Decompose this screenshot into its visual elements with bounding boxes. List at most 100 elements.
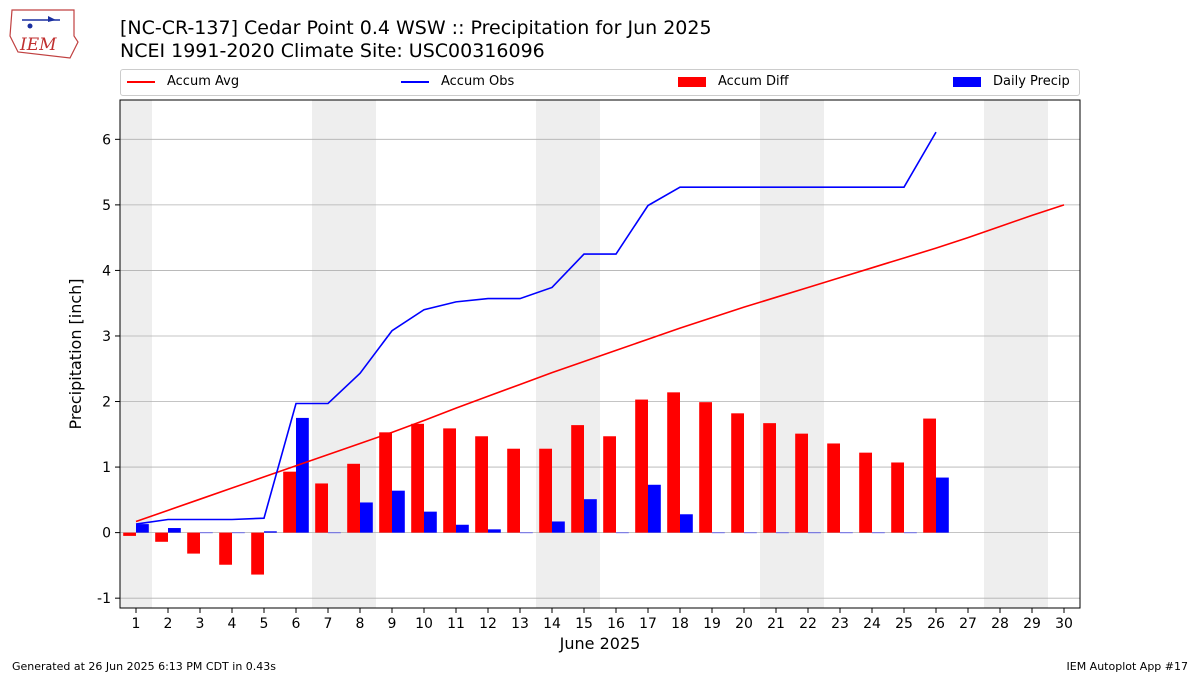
legend-label-accum-obs: Accum Obs bbox=[441, 74, 515, 89]
accum-diff-bar bbox=[667, 392, 680, 533]
x-tick-label: 18 bbox=[671, 616, 689, 632]
daily-precip-bar bbox=[296, 417, 309, 533]
x-tick-label: 3 bbox=[196, 616, 205, 632]
x-tick-label: 5 bbox=[260, 616, 269, 632]
accum-diff-bar bbox=[155, 532, 168, 542]
accum-diff-bar bbox=[251, 532, 264, 575]
y-tick-label: 2 bbox=[102, 395, 111, 411]
x-tick-label: 7 bbox=[324, 616, 333, 632]
footer-app: IEM Autoplot App #17 bbox=[1066, 660, 1189, 673]
footer-generated: Generated at 26 Jun 2025 6:13 PM CDT in … bbox=[12, 660, 277, 673]
x-tick-label: 30 bbox=[1055, 616, 1073, 632]
accum-diff-bar bbox=[827, 443, 840, 533]
y-tick-label: -1 bbox=[97, 591, 111, 607]
accum-diff-bar bbox=[347, 463, 360, 533]
x-tick-label: 8 bbox=[356, 616, 365, 632]
logo-text: IEM bbox=[19, 35, 57, 55]
x-tick-label: 4 bbox=[228, 616, 237, 632]
daily-precip-bar bbox=[456, 524, 469, 533]
x-tick-label: 24 bbox=[863, 616, 881, 632]
legend: Accum Avg Accum Obs Accum Diff Daily Pre… bbox=[120, 69, 1080, 96]
y-tick-label: 0 bbox=[102, 526, 111, 542]
x-tick-label: 11 bbox=[447, 616, 465, 632]
daily-precip-bar bbox=[392, 490, 405, 533]
accum-diff-bar bbox=[635, 399, 648, 533]
legend-item-daily-precip: Daily Precip bbox=[953, 74, 1070, 89]
accum-diff-bar bbox=[443, 428, 456, 533]
accum-diff-bar bbox=[123, 532, 136, 536]
accum-diff-bar bbox=[315, 483, 328, 533]
daily-precip-bar bbox=[840, 532, 853, 534]
accum-diff-bar bbox=[859, 452, 872, 533]
x-tick-label: 15 bbox=[575, 616, 593, 632]
daily-precip-bar bbox=[776, 532, 789, 534]
x-tick-label: 12 bbox=[479, 616, 497, 632]
daily-precip-bar bbox=[904, 532, 917, 534]
accum-diff-bar bbox=[539, 448, 552, 533]
daily-precip-bar bbox=[808, 532, 821, 534]
accum-diff-bar bbox=[731, 413, 744, 533]
x-tick-label: 29 bbox=[1023, 616, 1041, 632]
accum-diff-bar bbox=[891, 462, 904, 533]
x-tick-label: 25 bbox=[895, 616, 913, 632]
x-tick-label: 17 bbox=[639, 616, 657, 632]
y-tick-label: 1 bbox=[102, 460, 111, 476]
daily-precip-bar bbox=[872, 532, 885, 534]
daily-precip-bar bbox=[328, 532, 341, 534]
legend-item-accum-avg: Accum Avg bbox=[127, 74, 239, 89]
accum-diff-bar bbox=[379, 432, 392, 533]
x-tick-label: 2 bbox=[164, 616, 173, 632]
legend-label-daily-precip: Daily Precip bbox=[993, 74, 1070, 89]
daily-precip-bar bbox=[936, 477, 949, 533]
accum-diff-bar bbox=[411, 423, 424, 533]
daily-precip-bar bbox=[360, 502, 373, 533]
y-tick-label: 5 bbox=[102, 198, 111, 214]
x-tick-label: 13 bbox=[511, 616, 529, 632]
y-tick-label: 4 bbox=[102, 263, 111, 279]
legend-item-accum-diff: Accum Diff bbox=[678, 74, 789, 89]
x-tick-label: 27 bbox=[959, 616, 977, 632]
x-tick-label: 20 bbox=[735, 616, 753, 632]
daily-precip-bar bbox=[616, 532, 629, 534]
accum-diff-bar bbox=[507, 448, 520, 533]
daily-precip-bar bbox=[712, 532, 725, 534]
y-tick-label: 6 bbox=[102, 132, 111, 148]
daily-precip-bar bbox=[552, 521, 565, 533]
daily-precip-bar bbox=[232, 532, 245, 534]
legend-label-accum-avg: Accum Avg bbox=[167, 74, 240, 89]
accum-diff-bar bbox=[763, 423, 776, 533]
x-tick-label: 9 bbox=[388, 616, 397, 632]
chart-subtitle: NCEI 1991-2020 Climate Site: USC00316096 bbox=[120, 40, 545, 62]
x-tick-label: 19 bbox=[703, 616, 721, 632]
x-tick-label: 1 bbox=[132, 616, 141, 632]
daily-precip-bar bbox=[648, 484, 661, 533]
iem-logo: IEM bbox=[9, 9, 79, 59]
accum-diff-bar bbox=[187, 532, 200, 554]
accum-avg-line bbox=[135, 204, 1065, 523]
accum-diff-bar bbox=[571, 425, 584, 533]
accum-diff-bar bbox=[219, 532, 232, 565]
x-tick-label: 10 bbox=[415, 616, 433, 632]
x-tick-label: 26 bbox=[927, 616, 945, 632]
legend-item-accum-obs: Accum Obs bbox=[401, 74, 514, 89]
accum-diff-bar bbox=[923, 418, 936, 533]
daily-precip-bar bbox=[744, 532, 757, 534]
accum-diff-bar bbox=[603, 436, 616, 533]
daily-precip-bar bbox=[520, 532, 533, 534]
x-tick-label: 21 bbox=[767, 616, 785, 632]
daily-precip-bar bbox=[680, 514, 693, 533]
accum-diff-bar bbox=[475, 436, 488, 533]
x-tick-label: 16 bbox=[607, 616, 625, 632]
accum-obs-line bbox=[135, 131, 937, 525]
daily-precip-bar bbox=[200, 532, 213, 534]
x-tick-label: 14 bbox=[543, 616, 561, 632]
accum-diff-bar bbox=[795, 433, 808, 533]
legend-swatch-daily-precip bbox=[953, 76, 981, 87]
x-tick-label: 23 bbox=[831, 616, 849, 632]
plot-frame bbox=[119, 99, 1081, 609]
x-tick-label: 22 bbox=[799, 616, 817, 632]
x-tick-label: 6 bbox=[292, 616, 301, 632]
daily-precip-bar bbox=[168, 528, 181, 533]
daily-precip-bar bbox=[488, 529, 501, 533]
y-tick-label: 3 bbox=[102, 329, 111, 345]
